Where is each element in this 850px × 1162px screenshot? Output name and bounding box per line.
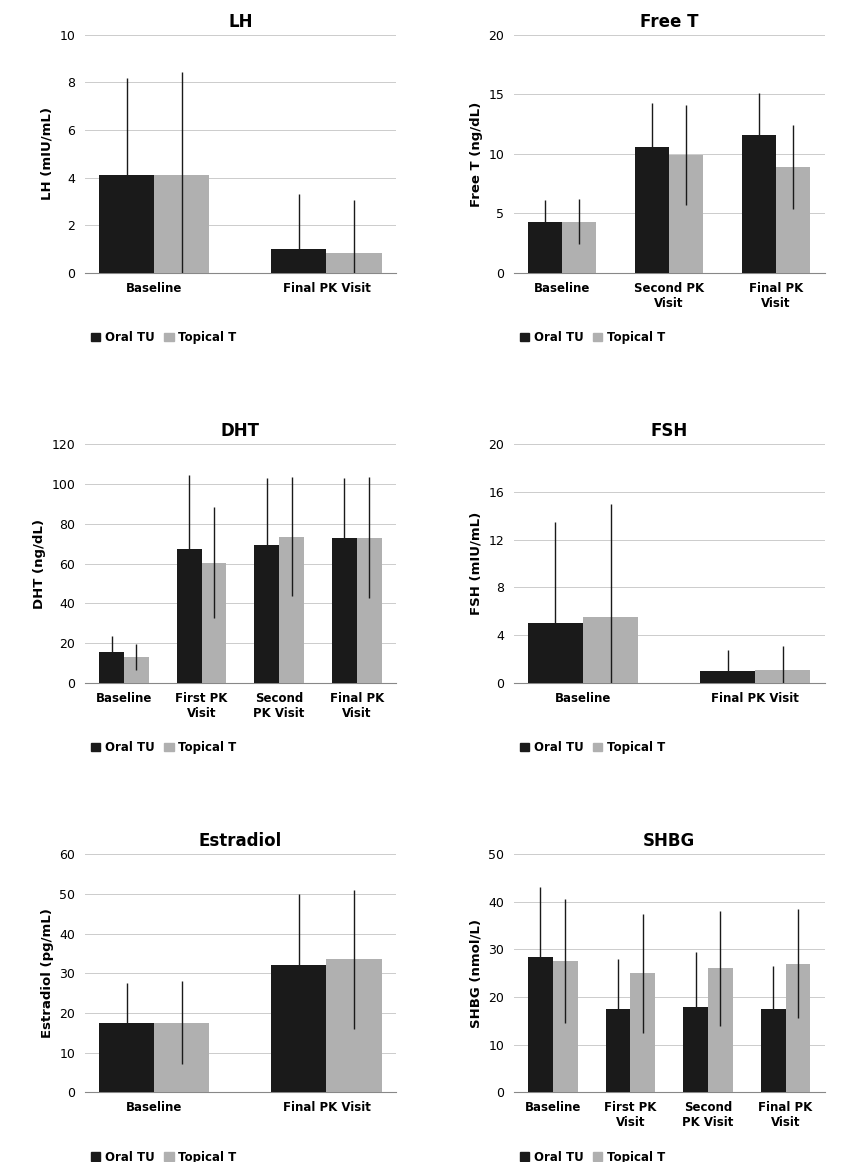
Bar <box>631 974 655 1092</box>
Y-axis label: Free T (ng/dL): Free T (ng/dL) <box>470 101 483 207</box>
Title: LH: LH <box>228 13 252 30</box>
Legend: Oral TU, Topical T: Oral TU, Topical T <box>519 331 666 344</box>
Title: Estradiol: Estradiol <box>199 832 282 849</box>
Bar <box>201 562 226 682</box>
Legend: Oral TU, Topical T: Oral TU, Topical T <box>91 331 236 344</box>
Bar <box>528 623 583 682</box>
Y-axis label: LH (mIU/mL): LH (mIU/mL) <box>41 107 54 200</box>
Bar <box>154 1023 209 1092</box>
Bar <box>357 538 382 682</box>
Legend: Oral TU, Topical T: Oral TU, Topical T <box>91 741 236 754</box>
Bar <box>124 657 149 682</box>
Bar <box>528 222 562 273</box>
Bar <box>583 617 638 682</box>
Bar <box>326 253 382 273</box>
Bar <box>756 669 810 682</box>
Legend: Oral TU, Topical T: Oral TU, Topical T <box>91 1150 236 1162</box>
Bar <box>279 537 304 682</box>
Bar <box>154 175 209 273</box>
Bar <box>669 156 704 273</box>
Bar <box>635 146 669 273</box>
Bar <box>99 175 154 273</box>
Title: SHBG: SHBG <box>643 832 695 849</box>
Y-axis label: Estradiol (pg/mL): Estradiol (pg/mL) <box>41 909 54 1038</box>
Title: FSH: FSH <box>650 422 688 440</box>
Bar <box>700 670 756 682</box>
Title: Free T: Free T <box>640 13 699 30</box>
Bar <box>332 538 357 682</box>
Y-axis label: FSH (mIU/mL): FSH (mIU/mL) <box>470 512 483 615</box>
Bar <box>605 1009 631 1092</box>
Bar <box>742 135 776 273</box>
Bar <box>271 966 326 1092</box>
Bar <box>254 545 279 682</box>
Bar <box>562 222 597 273</box>
Bar <box>785 963 810 1092</box>
Bar <box>761 1009 785 1092</box>
Legend: Oral TU, Topical T: Oral TU, Topical T <box>519 741 666 754</box>
Bar <box>683 1006 708 1092</box>
Bar <box>99 1023 154 1092</box>
Bar <box>271 249 326 273</box>
Y-axis label: SHBG (nmol/L): SHBG (nmol/L) <box>469 919 483 1027</box>
Title: DHT: DHT <box>221 422 260 440</box>
Bar <box>177 548 201 682</box>
Bar <box>326 960 382 1092</box>
Bar <box>99 652 124 682</box>
Bar <box>776 167 810 273</box>
Bar <box>528 956 552 1092</box>
Y-axis label: DHT (ng/dL): DHT (ng/dL) <box>33 518 46 609</box>
Bar <box>708 968 733 1092</box>
Bar <box>552 961 577 1092</box>
Legend: Oral TU, Topical T: Oral TU, Topical T <box>519 1150 666 1162</box>
